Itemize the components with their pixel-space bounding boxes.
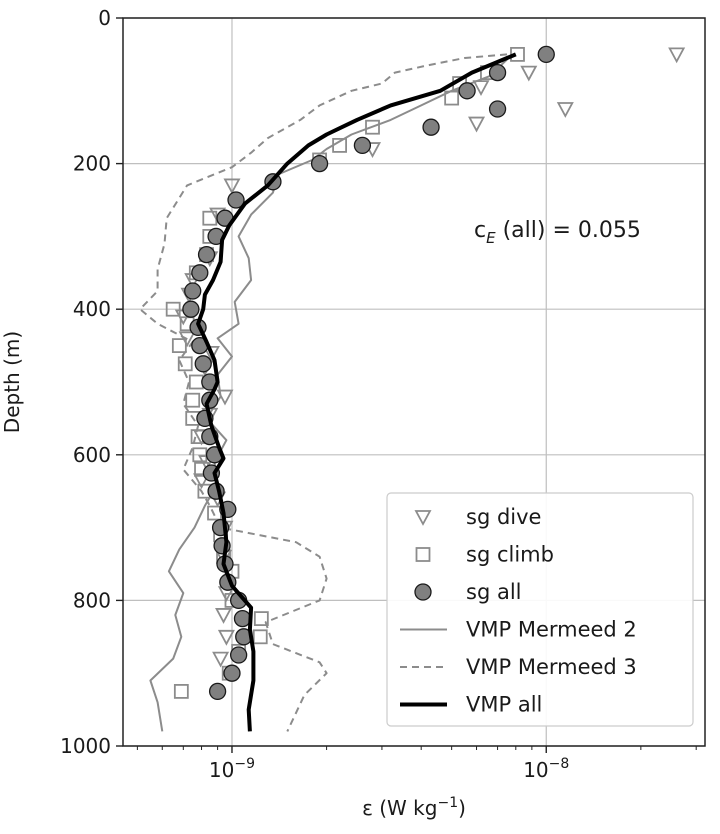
x-tick-label-exponent: −8 [549, 756, 570, 772]
x-tick-label-base: 10 [523, 758, 548, 782]
point-sg-dive [193, 473, 211, 490]
point-sg-dive [556, 102, 574, 118]
legend-item: sg dive [414, 505, 541, 529]
point-sg-climb [365, 119, 380, 135]
point-sg-climb [444, 90, 460, 106]
point-sg-climb [202, 210, 218, 226]
point-sg-dive [468, 116, 486, 133]
point-sg-all [182, 300, 200, 318]
point-sg-all [488, 100, 507, 118]
point-sg-climb [165, 301, 181, 317]
x-tick-label-exponent: −9 [234, 756, 255, 772]
legend-label: sg climb [466, 543, 554, 567]
point-sg-dive [520, 65, 538, 82]
point-sg-climb [185, 392, 201, 408]
plot-frame [122, 17, 706, 747]
point-sg-all [310, 154, 329, 173]
series-line-vmp-mermeed-2 [149, 53, 513, 732]
legend: sg dive sg climb sg all VMP Mermeed 2 VMP Me… [386, 492, 694, 727]
x-axis-label-main: ε (W kg [362, 796, 437, 820]
legend-label: sg dive [466, 505, 541, 529]
annotation-subscript: E [486, 229, 496, 247]
point-sg-all [537, 45, 555, 64]
point-sg-climb [188, 374, 204, 390]
point-sg-dive [472, 80, 490, 97]
point-sg-all [233, 609, 252, 628]
dissipation-coefficient-annotation: cE (all) = 0.055 [474, 218, 641, 247]
legend-item: sg all [414, 580, 521, 604]
legend-box [386, 492, 694, 727]
point-sg-dive [223, 178, 241, 195]
x-tick-label: 10−9 [209, 756, 255, 782]
point-sg-dive [202, 345, 220, 362]
y-axis-label: Depth (m) [0, 331, 24, 433]
point-sg-all [227, 191, 245, 209]
x-axis-label-close: ) [458, 796, 466, 820]
point-sg-climb [173, 684, 189, 699]
point-sg-climb [171, 338, 187, 354]
point-sg-climb [332, 137, 347, 153]
point-sg-all [229, 646, 248, 664]
point-sg-climb [253, 611, 269, 626]
point-sg-all [191, 264, 209, 282]
point-sg-dive [217, 629, 235, 646]
data-markers [196, 52, 517, 732]
legend-marker-circle [414, 583, 432, 601]
legend-label: sg all [466, 580, 521, 604]
point-sg-dive [215, 608, 233, 624]
point-sg-dive [212, 651, 230, 668]
y-tick-label: 1000 [60, 734, 111, 758]
legend-item: VMP Mermeed 2 [400, 618, 637, 642]
y-tick-label: 200 [73, 152, 111, 176]
point-sg-all [353, 136, 372, 155]
point-sg-all [208, 682, 227, 701]
point-sg-all [194, 355, 212, 373]
annotation-value: (all) = 0.055 [496, 218, 641, 243]
y-tick-label: 600 [73, 443, 111, 467]
point-sg-all [184, 282, 202, 300]
point-sg-dive [216, 389, 234, 406]
point-sg-climb [207, 505, 222, 521]
profile-lines [139, 45, 686, 732]
y-tick-label: 0 [98, 6, 111, 30]
point-sg-climb [177, 356, 193, 372]
point-sg-all [488, 63, 507, 82]
point-sg-all [223, 664, 241, 682]
annotation-symbol: c [474, 218, 486, 243]
x-axis-label: ε (W kg−1) [362, 795, 466, 820]
point-sg-climb [252, 629, 268, 645]
x-tick-label: 10−8 [523, 756, 569, 782]
point-sg-all [422, 118, 440, 136]
series-line-vmp-all [196, 52, 517, 732]
x-axis-label-exponent: −1 [437, 795, 458, 811]
legend-marker-square [415, 547, 431, 562]
point-sg-dive [668, 47, 686, 64]
x-tick-label-base: 10 [209, 758, 234, 782]
legend-item: VMP Mermeed 3 [400, 655, 637, 679]
legend-item: VMP all [400, 693, 542, 717]
legend-label: VMP Mermeed 3 [466, 655, 637, 679]
point-sg-all [458, 82, 476, 100]
legend-label: VMP Mermeed 2 [466, 618, 637, 642]
y-tick-label: 800 [73, 588, 111, 612]
point-sg-all [197, 245, 216, 264]
y-tick-label: 400 [73, 297, 111, 321]
legend-item: sg climb [415, 543, 554, 567]
legend-label: VMP all [466, 693, 542, 717]
legend-marker-triangle-down [414, 510, 432, 526]
